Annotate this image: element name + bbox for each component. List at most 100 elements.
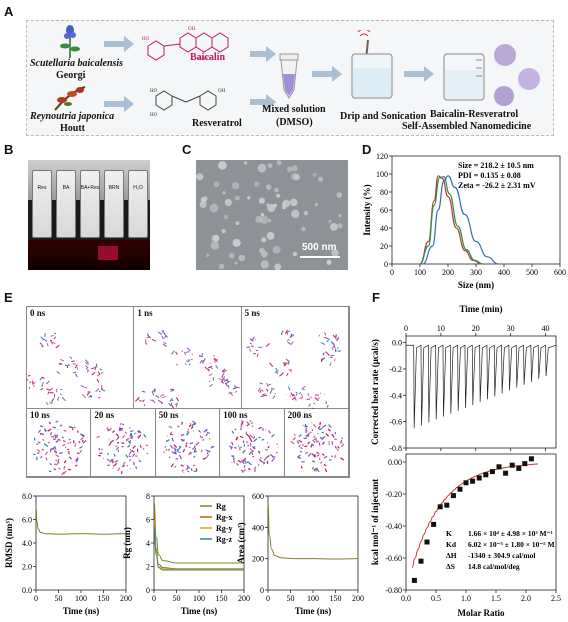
thermogram-trace — [406, 344, 557, 429]
x-tick-label: 10 — [437, 324, 445, 333]
rmsd-chart: 0 50 100 150 200 0.0 2.0 4.0 6.0 8.0 Time (ns) RMSD… — [4, 492, 132, 616]
nanoparticle-dot — [266, 184, 272, 190]
nanoparticle-dot — [336, 192, 343, 198]
panel-label-c: C — [182, 142, 192, 157]
param-key: ΔS — [446, 562, 455, 571]
vial: BA+Res — [80, 170, 100, 238]
nanoparticle-dot — [291, 209, 300, 219]
nanoparticle-dot — [228, 252, 235, 259]
y-tick-label: 200 — [252, 555, 264, 564]
x-tick-label: 50 — [55, 594, 63, 603]
data-point — [457, 486, 463, 492]
md-frame-label: 50 ns — [158, 410, 179, 420]
legend-label: Rg-x — [216, 513, 232, 522]
x-tick-label: 200 — [352, 594, 364, 603]
y-tick-label: 120 — [376, 152, 388, 161]
x-tick-label: 200 — [238, 594, 250, 603]
nanoparticle-dot — [337, 223, 343, 229]
panel-label-e: E — [4, 290, 13, 305]
x-tick-label: 0.5 — [431, 594, 441, 603]
nanoparticle-dot — [276, 160, 282, 166]
dls-chart: 0 100 200 300 400 500 600 0 20 40 60 80 100 120 Size (… — [362, 152, 566, 290]
nanoparticle-dot — [257, 163, 267, 173]
scutellaria-plant-icon — [60, 25, 80, 58]
nanoparticle-dot — [218, 161, 227, 170]
nanoparticle-icon — [518, 68, 540, 90]
y-tick-label: 8.0 — [22, 492, 32, 501]
plant1-name: Scutellaria baicalensis — [30, 58, 124, 69]
md-frame: 50 ns — [155, 409, 221, 477]
x-tick-label: 1.0 — [461, 594, 471, 603]
nanoparticle-icon — [494, 44, 516, 66]
legend-label: Rg-z — [216, 535, 232, 544]
x-tick-label: 600 — [554, 268, 566, 277]
param-key: K — [446, 529, 452, 538]
data-point — [483, 472, 489, 478]
md-frame-label: 100 ns — [223, 410, 248, 420]
nanoparticle-dot — [260, 215, 269, 224]
x-tick-label: 0 — [390, 268, 394, 277]
y-tick-label: 0.00 — [388, 458, 402, 467]
panel-label-d: D — [362, 142, 372, 157]
plant2-name: Reynoutria japonica — [30, 111, 115, 122]
plant2-author: Houtt — [60, 123, 85, 134]
data-point — [522, 461, 528, 467]
reynoutria-plant-icon — [54, 86, 86, 111]
nanoparticle-dot — [235, 221, 240, 226]
molecule-cluster-icon — [96, 422, 149, 475]
step3-line2: Self-Assembled Nanomedicine — [402, 121, 532, 132]
arrow-icon — [250, 94, 276, 110]
y-tick-label: 600 — [252, 492, 264, 501]
nanoparticle-dot — [312, 172, 317, 177]
nanoparticle-dot — [260, 213, 265, 217]
nanoparticle-dot — [238, 254, 246, 262]
y-axis-label: Rg (nm) — [122, 527, 132, 559]
nanoparticle-dot — [292, 251, 298, 257]
md-frame-label: 10 ns — [30, 410, 50, 420]
nanoparticle-dot — [267, 203, 276, 213]
x-axis-label: Time (ns) — [63, 606, 100, 616]
y-tick-label: 6.0 — [22, 516, 32, 525]
y-tick-label: -0.40 — [385, 522, 402, 531]
panel-label-a: A — [4, 4, 14, 19]
data-point — [444, 502, 450, 508]
nanoparticle-dot — [232, 238, 241, 247]
nanoparticle-dot — [282, 199, 291, 208]
md-snapshot-grid: 0 ns 1 ns 5 ns 10 ns 20 ns 50 ns 100 ns 200 ns — [26, 306, 350, 478]
x-axis-label: Molar Ratio — [457, 608, 505, 618]
y-tick-label: -0.80 — [385, 586, 402, 595]
arrow-icon — [404, 66, 434, 82]
step3-line1: Baicalin-Resveratrol — [430, 109, 519, 120]
y-tick-label: 2 — [146, 563, 150, 572]
nanoparticle-dot — [338, 214, 342, 218]
y-tick-label: 0 — [146, 586, 150, 595]
nanoparticle-dot — [301, 226, 306, 232]
y-axis-label: RMSD (nm³) — [4, 518, 14, 568]
plot-frame — [405, 453, 557, 591]
nanoparticle-dot — [276, 193, 281, 198]
data-point — [476, 475, 482, 481]
nanomedicine-beaker-icon — [443, 53, 485, 101]
vial-label: H₂O — [133, 185, 143, 191]
rg-chart: 0 50 100 150 200 0 2 4 6 8 Time (ns) Rg (nm) Rg Rg-x R… — [122, 492, 250, 616]
nanoparticle-dot — [196, 173, 204, 181]
nanoparticle-dot — [261, 250, 268, 258]
nanoparticle-dot — [221, 228, 226, 234]
nanoparticle-dot — [291, 173, 299, 181]
y-tick-label: 4.0 — [22, 539, 32, 548]
arrow-icon — [104, 36, 134, 52]
nanoparticle-dot — [291, 165, 298, 172]
series-line — [267, 501, 359, 560]
y-tick-label: 6 — [146, 516, 150, 525]
nanoparticle-dot — [213, 181, 220, 188]
nanoparticle-dot — [266, 232, 275, 240]
dls-series-line — [422, 175, 499, 265]
fit-curve — [411, 463, 539, 569]
x-axis-label: Size (nm) — [458, 280, 494, 290]
nanoparticle-dot — [314, 202, 319, 207]
molecule-cluster-icon — [289, 421, 344, 473]
md-frame-label: 1 ns — [137, 308, 153, 318]
md-frame: 20 ns — [91, 409, 156, 477]
nanoparticle-dot — [222, 191, 226, 195]
y-tick-label: -0.2 — [389, 365, 402, 374]
